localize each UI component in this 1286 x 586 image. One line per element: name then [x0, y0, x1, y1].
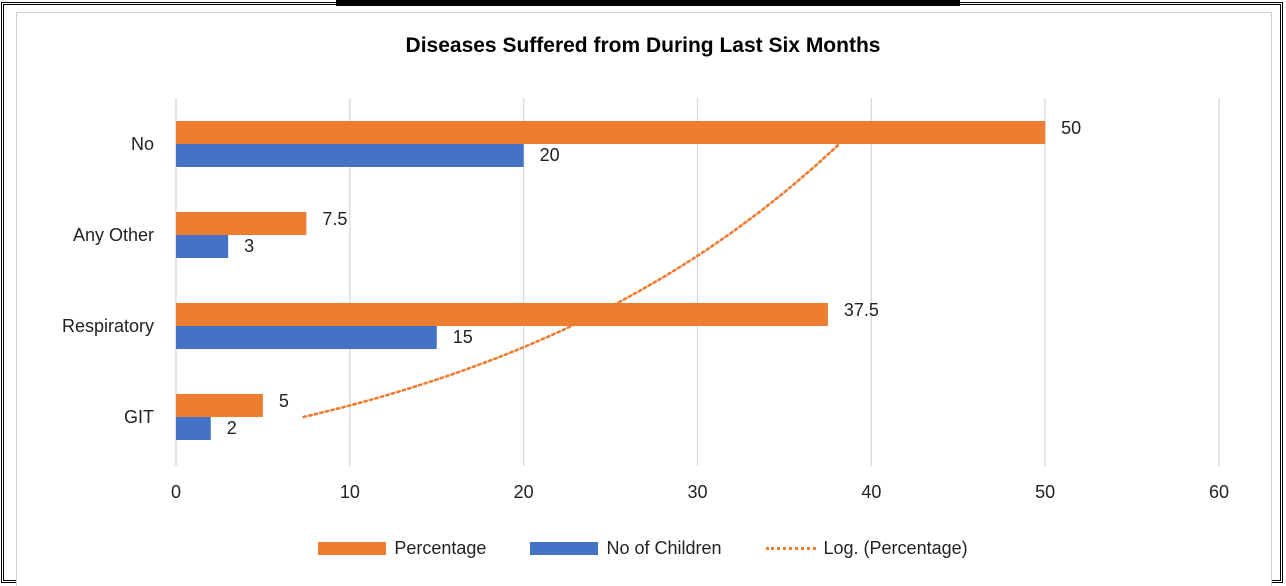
legend-label-log-percentage: Log. (Percentage) [823, 538, 968, 558]
bar-no-of-children-git [176, 417, 211, 440]
x-tick-label-50: 50 [1035, 482, 1055, 502]
legend: Percentage No of Children Log. (Percenta… [0, 538, 1286, 559]
bar-percentage-respiratory [176, 303, 828, 326]
data-label-percentage-no: 50 [1061, 118, 1081, 138]
x-tick-label-20: 20 [514, 482, 534, 502]
top-bar [336, 0, 960, 6]
bar-percentage-no [176, 121, 1046, 144]
legend-swatch-no-of-children [530, 542, 599, 555]
trendline-log-percentage [302, 142, 841, 419]
bar-no-of-children-respiratory [176, 326, 437, 349]
bar-no-of-children-any-other [176, 235, 229, 258]
legend-item-log-percentage[interactable]: Log. (Percentage) [765, 538, 968, 559]
category-label-any-other: Any Other [73, 225, 154, 245]
legend-label-percentage: Percentage [394, 538, 487, 558]
legend-item-percentage[interactable]: Percentage [318, 538, 486, 559]
chart-title: Diseases Suffered from During Last Six M… [405, 34, 881, 57]
data-label-percentage-git: 5 [279, 391, 289, 411]
data-label-percentage-respiratory: 37.5 [844, 300, 879, 320]
data-label-no-of-children-git: 2 [227, 418, 237, 438]
x-tick-label-0: 0 [171, 482, 181, 502]
data-label-no-of-children-any-other: 3 [244, 236, 254, 256]
category-label-respiratory: Respiratory [62, 316, 154, 336]
legend-swatch-log-percentage [765, 547, 816, 550]
legend-label-no-of-children: No of Children [606, 538, 722, 558]
bar-no-of-children-no [176, 144, 524, 167]
x-tick-label-40: 40 [861, 482, 881, 502]
bar-percentage-any-other [176, 212, 307, 235]
chart-area [16, 12, 1272, 586]
x-tick-label-30: 30 [687, 482, 707, 502]
legend-swatch-percentage [318, 542, 387, 555]
data-label-percentage-any-other: 7.5 [322, 209, 347, 229]
category-label-git: GIT [124, 407, 154, 427]
data-label-no-of-children-respiratory: 15 [453, 327, 473, 347]
x-tick-label-10: 10 [340, 482, 360, 502]
category-label-no: No [131, 134, 154, 154]
legend-item-no-of-children[interactable]: No of Children [530, 538, 722, 559]
data-label-no-of-children-no: 20 [540, 145, 560, 165]
x-tick-label-60: 60 [1209, 482, 1229, 502]
bar-percentage-git [176, 394, 263, 417]
